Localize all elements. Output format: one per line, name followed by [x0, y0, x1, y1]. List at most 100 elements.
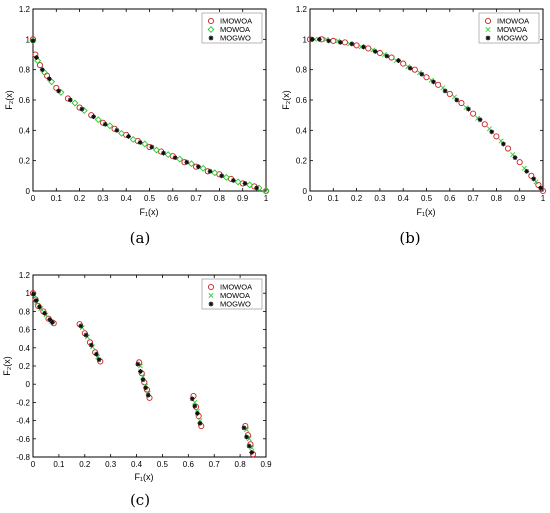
- data-point-mogwo: [50, 319, 55, 325]
- caption-a: (a): [130, 229, 151, 247]
- legend-marker-mowoa: [485, 26, 491, 33]
- data-point-mogwo: [442, 88, 448, 94]
- data-point-mogwo: [184, 159, 190, 165]
- y-tick-label: 0.4: [296, 126, 308, 135]
- data-point-mowoa: [129, 135, 137, 143]
- data-point-mogwo: [466, 106, 471, 112]
- y-tick-label: 0.4: [19, 126, 31, 135]
- data-point-mowoa: [106, 122, 114, 130]
- data-point-mogwo: [96, 357, 102, 363]
- x-tick-label: 0.3: [374, 194, 386, 203]
- x-tick-label: 0.2: [74, 194, 86, 203]
- data-point-mogwo: [161, 150, 166, 156]
- x-tick-label: 0.9: [514, 194, 526, 203]
- legend-marker-mowoa: [207, 26, 215, 33]
- legend-marker-imowoa: [207, 283, 215, 291]
- x-tick-label: 0: [31, 194, 36, 203]
- data-point-mogwo: [196, 164, 201, 170]
- data-point-mogwo: [326, 38, 332, 44]
- data-point-mogwo: [384, 53, 390, 59]
- data-point-mowoa: [29, 37, 37, 45]
- data-point-imowoa: [435, 81, 442, 88]
- data-point-mogwo: [189, 396, 195, 402]
- data-point-imowoa: [516, 159, 523, 166]
- data-point-mogwo: [88, 342, 94, 348]
- panel-c: F₁(x) F₂(x) (c) 0 0.1 0.2 0.3 0.4 0.5 0.6 0.7 0.…: [2, 271, 272, 509]
- data-point-mowoa: [222, 173, 230, 181]
- y-tick-label: -0.4: [16, 417, 30, 426]
- y-tick-label: 1.2: [19, 5, 31, 14]
- data-point-mogwo: [309, 36, 315, 42]
- y-tick-label: 0.8: [19, 66, 31, 75]
- legend-marker-mogwo: [208, 301, 214, 307]
- y-tick-label: 1: [26, 289, 31, 298]
- data-point-mogwo: [249, 450, 255, 455]
- data-point-mogwo: [137, 140, 143, 145]
- legend-label: MOWOA: [220, 25, 250, 34]
- x-tick-label: 0.1: [51, 194, 63, 203]
- data-point-mogwo: [219, 173, 225, 179]
- caption-c: (c): [130, 491, 150, 509]
- legend-label: IMOWOA: [497, 17, 529, 26]
- data-point-mogwo: [33, 298, 39, 303]
- data-point-mowoa: [199, 164, 207, 172]
- x-tick-label: 0.1: [53, 460, 65, 469]
- data-point-mogwo: [83, 332, 89, 338]
- x-tick-label: 0: [308, 194, 313, 203]
- y-tick-label: 1: [303, 35, 308, 44]
- y-tick-label: 0: [303, 187, 308, 196]
- data-point-mogwo: [42, 310, 48, 316]
- data-point-mogwo: [126, 134, 131, 139]
- data-point-mowoa: [192, 399, 198, 405]
- data-point-mogwo: [254, 185, 260, 191]
- data-point-mogwo: [140, 377, 146, 383]
- data-point-mogwo: [67, 97, 73, 103]
- data-point-mogwo: [192, 403, 198, 409]
- x-tick-label: 0.2: [79, 460, 91, 469]
- x-tick-label: 0.4: [121, 194, 133, 203]
- panel-b: F₁(x) F₂(x) (b) 0 0.1 0.2 0.3 0.4 0.5 0.6 0.7 0.…: [281, 5, 547, 247]
- data-point-mogwo: [102, 121, 108, 127]
- data-point-mogwo: [230, 177, 236, 183]
- data-point-mogwo: [197, 420, 203, 426]
- xlabel-c: F₁(x): [134, 472, 153, 482]
- data-point-mogwo: [512, 155, 518, 161]
- x-tick-label: 0.4: [398, 194, 410, 203]
- y-tick-label: -0.6: [16, 435, 30, 444]
- data-point-imowoa: [458, 99, 465, 107]
- data-point-mogwo: [419, 71, 425, 77]
- data-point-mogwo: [135, 361, 141, 367]
- x-tick-label: 0.6: [444, 194, 456, 203]
- data-point-mowoa: [34, 57, 42, 65]
- data-point-imowoa: [365, 45, 372, 52]
- y-tick-label: -0.2: [16, 398, 30, 407]
- data-point-mowoa: [71, 99, 79, 107]
- data-point-mowoa: [188, 160, 195, 168]
- data-point-mogwo: [538, 185, 544, 191]
- data-point-mogwo: [531, 176, 537, 182]
- legend-marker-mogwo: [208, 35, 214, 41]
- y-tick-label: 0.6: [296, 96, 308, 105]
- data-point-mogwo: [94, 351, 99, 357]
- data-point-mogwo: [194, 410, 200, 416]
- data-point-mogwo: [372, 49, 378, 54]
- data-point-mogwo: [145, 392, 151, 398]
- data-point-mogwo: [138, 369, 143, 374]
- data-point-mogwo: [431, 79, 436, 85]
- y-tick-label: 0: [26, 380, 31, 389]
- x-tick-label: 0.9: [237, 194, 249, 203]
- x-tick-label: 0: [31, 460, 36, 469]
- legend-marker-mogwo: [485, 35, 491, 41]
- y-tick-label: 0: [26, 187, 31, 196]
- data-point-mogwo: [349, 41, 355, 47]
- data-point-mogwo: [241, 425, 247, 431]
- legend-marker-imowoa: [484, 17, 492, 25]
- x-tick-label: 0.7: [209, 460, 221, 469]
- data-point-mowoa: [176, 155, 184, 163]
- data-point-mogwo: [244, 434, 249, 440]
- data-point-mogwo: [500, 141, 506, 147]
- y-tick-label: 1: [26, 35, 31, 44]
- ylabel-a: F₂(x): [4, 90, 14, 110]
- data-point-mogwo: [149, 144, 155, 150]
- data-point-imowoa: [446, 90, 453, 97]
